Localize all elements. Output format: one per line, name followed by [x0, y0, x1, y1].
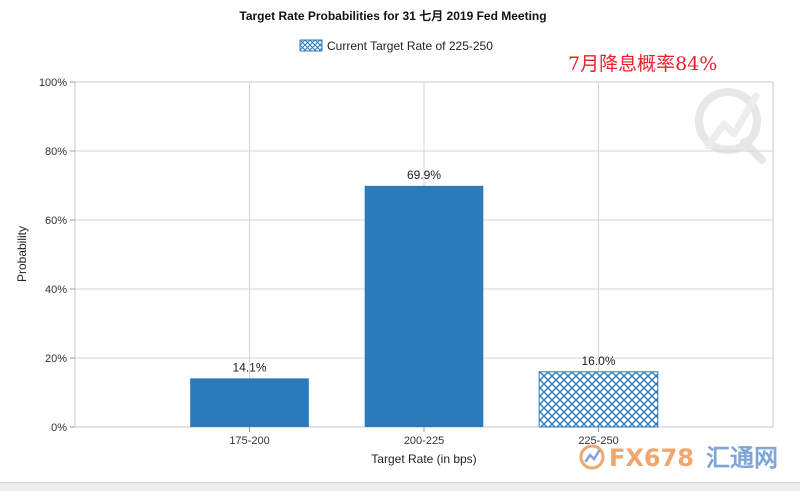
- data-label: 69.9%: [407, 168, 441, 182]
- rate-cut-annotation: 7月降息概率84%: [568, 53, 717, 75]
- y-tick-label: 40%: [45, 284, 67, 296]
- bottom-scrollbar-strip: [0, 482, 800, 491]
- legend: Current Target Rate of 225-250: [299, 39, 493, 53]
- brand-text: FX678: [609, 444, 694, 472]
- bar-200-225: [364, 185, 484, 427]
- logo-watermark-icon: [695, 88, 766, 164]
- y-axis: 0% 20% 40% 60% 80% 100%: [39, 77, 75, 434]
- x-tick-label: 200-225: [404, 435, 444, 447]
- brand-watermark: FX678 汇通网: [579, 444, 778, 472]
- data-label: 14.1%: [232, 360, 266, 374]
- data-label: 16.0%: [581, 354, 615, 368]
- chart-title: Target Rate Probabilities for 31 七月 2019…: [239, 9, 546, 23]
- y-tick-label: 60%: [45, 215, 67, 227]
- bar-175-200: [190, 378, 309, 427]
- x-axis-title: Target Rate (in bps): [371, 452, 476, 466]
- y-tick-label: 0%: [51, 422, 67, 434]
- x-tick-label: 225-250: [578, 435, 618, 447]
- legend-label: Current Target Rate of 225-250: [327, 39, 493, 53]
- y-tick-label: 80%: [45, 146, 67, 158]
- brand-logo-icon: [579, 444, 605, 470]
- y-tick-label: 20%: [45, 353, 67, 365]
- x-axis: 175-200 200-225 225-250: [229, 427, 619, 447]
- y-tick-label: 100%: [39, 77, 67, 89]
- y-axis-title: Probability: [15, 226, 29, 282]
- legend-swatch: [299, 39, 323, 52]
- bar-225-250: [538, 371, 659, 428]
- x-tick-label: 175-200: [229, 435, 269, 447]
- bars: 14.1% 69.9% 16.0%: [190, 168, 659, 428]
- brand-text-cn: 汇通网: [706, 444, 778, 472]
